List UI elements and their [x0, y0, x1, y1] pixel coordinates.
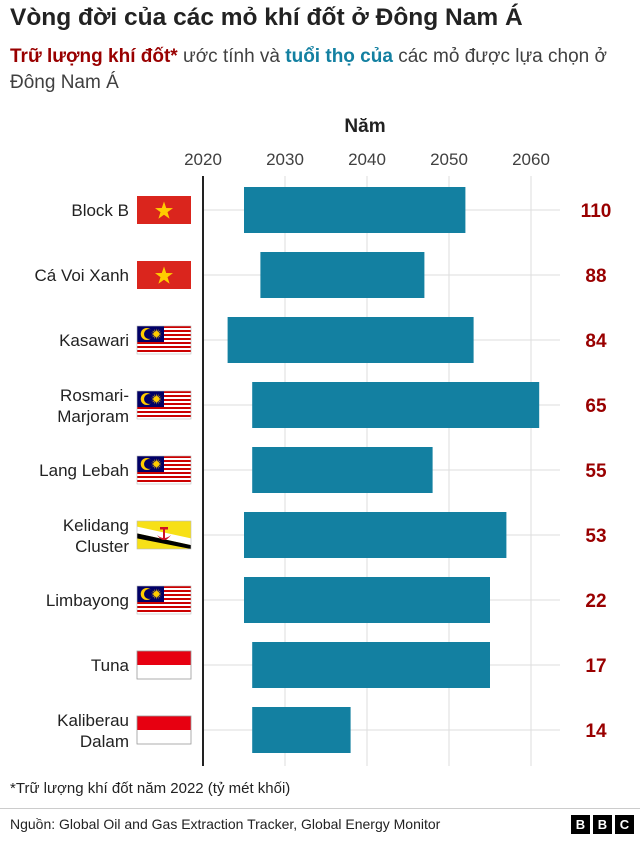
- source-note: Nguồn: Global Oil and Gas Extraction Tra…: [10, 816, 441, 832]
- malaysia-flag-stripe: [137, 407, 191, 410]
- malaysia-flag-stripe: [137, 608, 191, 611]
- star-icon: [151, 588, 162, 600]
- brunei-flag-black-band: [137, 533, 191, 549]
- category-label: Cá Voi Xanh: [34, 266, 129, 285]
- category-label: Rosmari-: [60, 386, 129, 405]
- lifespan-bar: [227, 317, 474, 363]
- crescent-cutout: [144, 589, 155, 599]
- malaysia-flag-stripe: [137, 415, 191, 418]
- lifespan-bar: [252, 382, 540, 428]
- malaysia-flag-stripe: [137, 476, 191, 479]
- star-icon: [155, 201, 173, 219]
- lifespan-bar: [252, 707, 351, 753]
- bbc-logo-letter: B: [571, 815, 590, 834]
- malaysia-flag-stripe: [137, 417, 191, 420]
- category-label: Marjoram: [57, 407, 129, 426]
- chart-title: Vòng đời của các mỏ khí đốt ở Đông Nam Á: [10, 4, 523, 31]
- reserves-value-label: 14: [585, 721, 607, 742]
- brunei-crest-mast: [163, 528, 165, 538]
- indonesia-flag-white: [137, 730, 191, 744]
- lifespan-bar: [244, 577, 490, 623]
- x-axis-title: Năm: [344, 116, 385, 137]
- x-tick-label: 2060: [512, 150, 550, 169]
- footer-divider: [0, 808, 640, 809]
- star-icon: [155, 266, 173, 284]
- star-icon: [151, 393, 162, 405]
- flag-border: [136, 650, 192, 680]
- malaysia-flag-stripe: [137, 350, 191, 353]
- brunei-crest-icon: [157, 535, 171, 540]
- reserves-value-label: 65: [585, 396, 607, 417]
- star-icon: [151, 328, 162, 340]
- flag-border: [136, 585, 192, 615]
- category-label: Limbayong: [46, 591, 129, 610]
- lifespan-bar: [252, 447, 433, 493]
- malaysia-flag-stripe: [137, 413, 191, 416]
- category-label: Cluster: [75, 537, 129, 556]
- indonesia-flag-white: [137, 665, 191, 679]
- indonesia-flag-icon: [137, 651, 191, 665]
- indonesia-flag-icon: [137, 716, 191, 730]
- lifespan-bar: [244, 187, 466, 233]
- reserves-value-label: 55: [585, 461, 607, 482]
- malaysia-flag-stripe: [137, 602, 191, 605]
- malaysia-flag-stripe: [137, 409, 191, 412]
- malaysia-flag-stripe: [137, 352, 191, 355]
- malaysia-flag-stripe: [137, 478, 191, 481]
- subtitle-text-2: các mỏ được lựa chọn ở Đông Nam Á: [10, 46, 607, 93]
- malaysia-flag-stripe: [137, 346, 191, 349]
- malaysia-flag-stripe: [137, 344, 191, 347]
- category-label: Dalam: [80, 732, 129, 751]
- malaysia-flag-stripe: [137, 474, 191, 477]
- flag-border: [136, 715, 192, 745]
- flag-border: [136, 390, 192, 420]
- bbc-logo: B B C: [571, 815, 634, 834]
- category-label: Block B: [71, 201, 129, 220]
- flag-border: [136, 325, 192, 355]
- crescent-cutout: [144, 459, 155, 469]
- lifespan-bar: [252, 642, 490, 688]
- x-tick-label: 2050: [430, 150, 468, 169]
- category-label: Kasawari: [59, 331, 129, 350]
- reserves-value-label: 88: [585, 266, 606, 287]
- reserves-value-label: 53: [585, 526, 606, 547]
- subtitle-text-1: ước tính và: [177, 46, 286, 67]
- subtitle-reserves-highlight: Trữ lượng khí đốt*: [10, 46, 178, 67]
- footnote: *Trữ lượng khí đốt năm 2022 (tỷ mét khối…: [10, 780, 291, 797]
- malaysia-flag-stripe: [137, 610, 191, 613]
- chart-subtitle: Trữ lượng khí đốt* ước tính và tuổi thọ …: [10, 44, 620, 96]
- x-tick-label: 2020: [184, 150, 222, 169]
- subtitle-lifespan-highlight: tuổi thọ của: [285, 46, 393, 67]
- malaysia-flag-stripe: [137, 411, 191, 414]
- category-label: Lang Lebah: [39, 461, 129, 480]
- lifespan-bar: [244, 512, 507, 558]
- crescent-cutout: [144, 329, 155, 339]
- flag-border: [136, 520, 192, 550]
- lifespan-bar: [260, 252, 425, 298]
- star-icon: [151, 458, 162, 470]
- malaysia-flag-stripe: [137, 604, 191, 607]
- x-tick-label: 2030: [266, 150, 304, 169]
- malaysia-flag-stripe: [137, 348, 191, 351]
- malaysia-flag-stripe: [137, 612, 191, 615]
- category-label: Tuna: [91, 656, 130, 675]
- x-tick-label: 2040: [348, 150, 386, 169]
- bbc-logo-letter: C: [615, 815, 634, 834]
- reserves-value-label: 110: [581, 201, 612, 222]
- reserves-value-label: 17: [585, 656, 606, 677]
- reserves-value-label: 84: [585, 331, 607, 352]
- brunei-crest-flag: [160, 527, 168, 530]
- category-label: Kaliberau: [57, 711, 129, 730]
- category-label: Kelidang: [63, 516, 129, 535]
- reserves-value-label: 22: [585, 591, 606, 612]
- malaysia-flag-stripe: [137, 606, 191, 609]
- malaysia-flag-stripe: [137, 342, 191, 345]
- bbc-logo-letter: B: [593, 815, 612, 834]
- crescent-cutout: [144, 394, 155, 404]
- malaysia-flag-stripe: [137, 480, 191, 483]
- flag-border: [136, 455, 192, 485]
- malaysia-flag-stripe: [137, 472, 191, 475]
- lifespan-chart: Năm 2020 2030 2040 2050 2060 Block B 110 Cá Voi …: [34, 116, 612, 766]
- malaysia-flag-stripe: [137, 482, 191, 485]
